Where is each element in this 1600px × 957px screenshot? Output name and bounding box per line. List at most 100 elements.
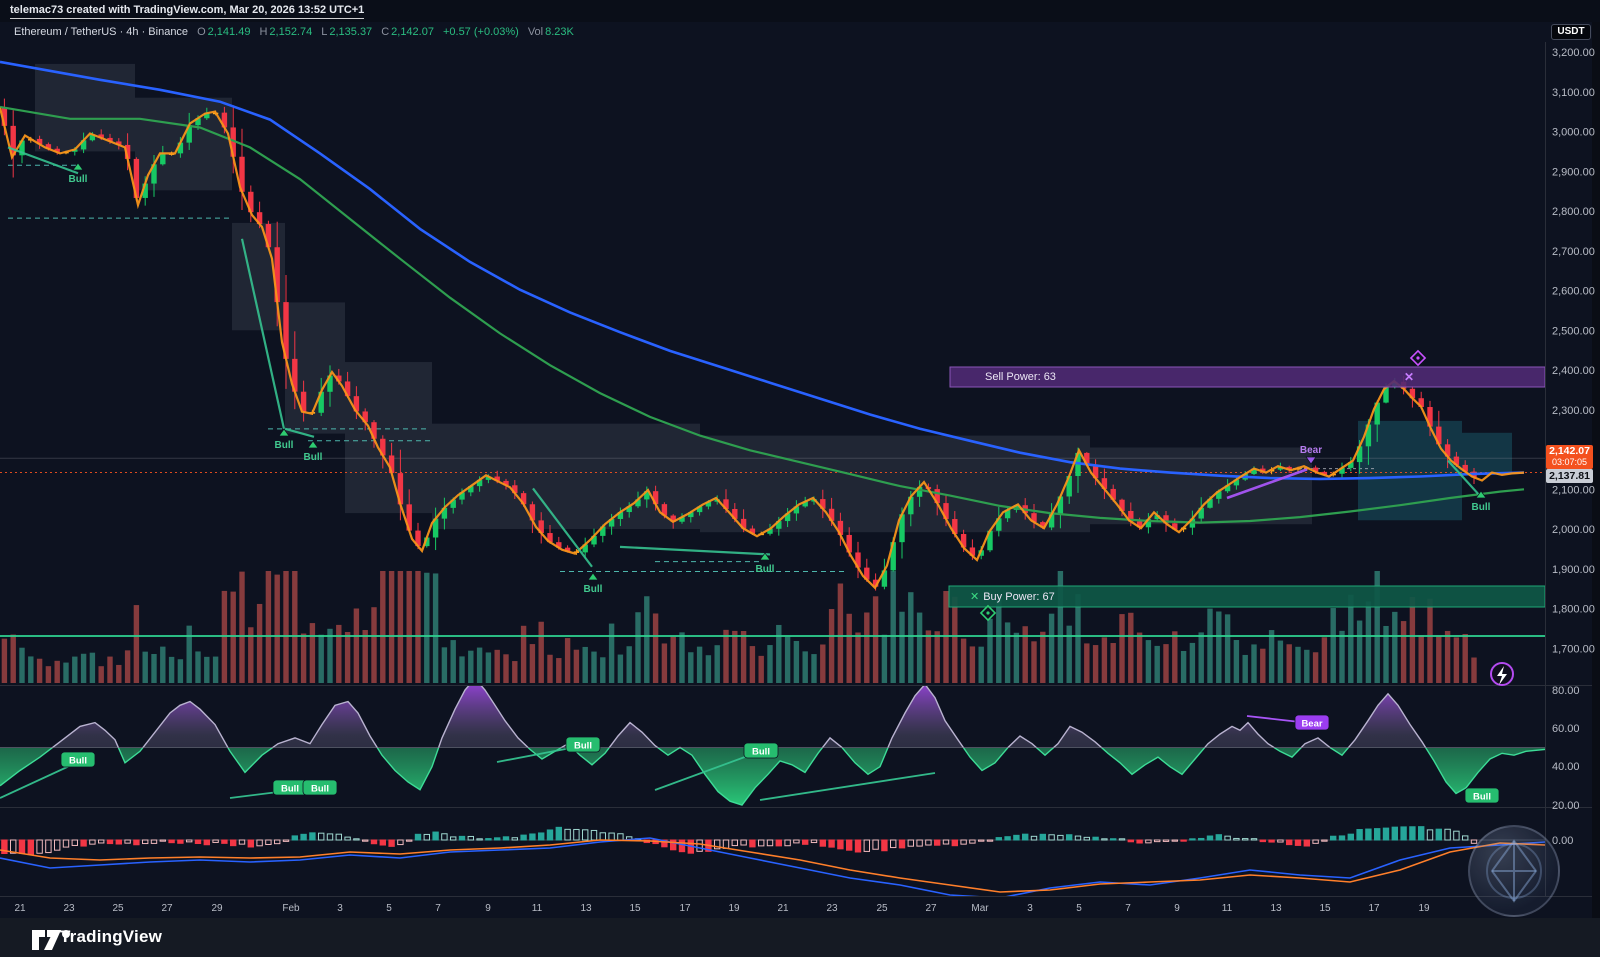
svg-text:7: 7 xyxy=(435,903,441,914)
svg-text:19: 19 xyxy=(1418,903,1430,914)
symbol-bar-part: 2,141.49 xyxy=(207,26,251,38)
svg-text:Bear: Bear xyxy=(1301,719,1322,730)
svg-text:27: 27 xyxy=(925,903,937,914)
svg-text:Bull: Bull xyxy=(752,747,770,758)
bear-badge: Bear xyxy=(1294,714,1330,731)
buy-signal-diamond-icon xyxy=(979,604,997,622)
svg-text:80.00: 80.00 xyxy=(1552,685,1580,697)
bull-badge: Bull xyxy=(60,751,96,768)
svg-text:3,100.00: 3,100.00 xyxy=(1552,87,1595,99)
svg-text:Feb: Feb xyxy=(282,903,300,914)
bull-triangle-icon xyxy=(1475,490,1487,499)
svg-text:2,900.00: 2,900.00 xyxy=(1552,166,1595,178)
svg-text:2,100.00: 2,100.00 xyxy=(1552,484,1595,496)
tradingview-logo-icon[interactable] xyxy=(30,926,80,956)
symbol-bar-part: +0.57 (+0.03%) xyxy=(442,26,519,38)
svg-text:0.00: 0.00 xyxy=(1552,835,1573,847)
svg-text:1,700.00: 1,700.00 xyxy=(1552,643,1595,655)
svg-text:2,500.00: 2,500.00 xyxy=(1552,325,1595,337)
oscillator-pane: Bull Bull Bull Bull Bull Bull Bear xyxy=(0,686,1545,806)
bull-triangle-icon xyxy=(587,572,599,581)
bull-triangle-icon xyxy=(759,552,771,561)
watermark-logo xyxy=(1468,825,1560,917)
svg-text:25: 25 xyxy=(876,903,888,914)
svg-text:Bull: Bull xyxy=(756,564,775,575)
dashed-support-levels xyxy=(0,164,1545,573)
svg-text:7: 7 xyxy=(1125,903,1131,914)
buy-power-x-icon: ✕ xyxy=(970,591,980,603)
boost-lightning-icon[interactable] xyxy=(1490,662,1514,686)
svg-text:Bear: Bear xyxy=(1300,445,1322,456)
last-price-value: 2,142.07 xyxy=(1549,445,1590,457)
moving-averages xyxy=(0,60,1525,590)
svg-text:17: 17 xyxy=(679,903,691,914)
svg-text:13: 13 xyxy=(580,903,592,914)
attribution-bar: telemac73 created with TradingView.com, … xyxy=(0,0,1600,22)
pane-separators[interactable] xyxy=(0,42,1592,897)
svg-text:Bull: Bull xyxy=(281,784,299,795)
svg-text:20.00: 20.00 xyxy=(1552,800,1580,812)
svg-text:2,800.00: 2,800.00 xyxy=(1552,206,1595,218)
svg-text:19: 19 xyxy=(728,903,740,914)
symbol-bar-part: 2,135.37 xyxy=(329,26,373,38)
svg-text:17: 17 xyxy=(1368,903,1380,914)
footer-bar: TradingView xyxy=(0,918,1600,957)
svg-text:Bull: Bull xyxy=(1473,792,1491,803)
svg-text:40.00: 40.00 xyxy=(1552,761,1580,773)
symbol-bar-part: H xyxy=(259,26,268,38)
svg-text:25: 25 xyxy=(112,903,124,914)
svg-text:5: 5 xyxy=(386,903,392,914)
svg-text:23: 23 xyxy=(826,903,838,914)
svg-text:3,000.00: 3,000.00 xyxy=(1552,127,1595,139)
currency-toggle-button[interactable]: USDT xyxy=(1551,24,1591,40)
symbol-bar-part: O xyxy=(197,26,206,38)
symbol-bar-part: L xyxy=(321,26,328,38)
price-pane-signal-markers: Bull Bull Bull Bull Bull Bull Bear xyxy=(69,162,1491,595)
symbol-bar-part: 2,152.74 xyxy=(269,26,313,38)
trend-connector-lines xyxy=(7,146,1480,568)
bull-badge: Bull xyxy=(272,779,308,796)
bar-countdown: 03:07:05 xyxy=(1551,457,1588,467)
svg-text:Bull: Bull xyxy=(584,584,603,595)
buy-power-banner xyxy=(948,585,1546,622)
svg-text:21: 21 xyxy=(777,903,789,914)
svg-text:Bull: Bull xyxy=(69,756,87,767)
svg-text:13: 13 xyxy=(1270,903,1282,914)
svg-text:Bull: Bull xyxy=(1472,502,1491,513)
svg-text:3: 3 xyxy=(1027,903,1033,914)
svg-text:23: 23 xyxy=(63,903,75,914)
svg-text:Mar: Mar xyxy=(971,903,989,914)
svg-text:60.00: 60.00 xyxy=(1552,723,1580,735)
symbol-bar-part: Ethereum / TetherUS · 4h · Binance xyxy=(14,26,189,38)
symbol-bar-part: Vol xyxy=(527,26,544,38)
sell-power-banner-label: Sell Power: 63 xyxy=(985,371,1056,383)
svg-text:9: 9 xyxy=(485,903,491,914)
svg-text:1,800.00: 1,800.00 xyxy=(1552,604,1595,616)
svg-text:11: 11 xyxy=(532,903,543,914)
svg-text:Bull: Bull xyxy=(574,741,592,752)
svg-text:Bull: Bull xyxy=(304,452,323,463)
bull-badge: Bull xyxy=(565,736,601,753)
svg-text:2,600.00: 2,600.00 xyxy=(1552,286,1595,298)
prev-price-tag: 2,137.81 xyxy=(1546,469,1593,483)
svg-text:15: 15 xyxy=(629,903,641,914)
symbol-info-bar[interactable]: Ethereum / TetherUS · 4h · Binance O 2,141… xyxy=(14,26,576,40)
svg-text:Bull: Bull xyxy=(275,440,294,451)
bear-triangle-icon xyxy=(1305,456,1317,465)
svg-text:3: 3 xyxy=(337,903,343,914)
svg-text:3,200.00: 3,200.00 xyxy=(1552,47,1595,59)
time-axis[interactable]: 21 23 25 27 29 Feb 3 5 7 9 11 13 15 17 19 21 23 25 27 Mar 3 5… xyxy=(14,903,1430,914)
svg-text:27: 27 xyxy=(161,903,173,914)
symbol-bar-part: 8.23K xyxy=(545,26,574,38)
macd-pane xyxy=(0,826,1545,896)
price-axis[interactable]: 3,200.00 3,100.00 3,000.00 2,900.00 2,800.00… xyxy=(1552,47,1595,847)
bull-badge: Bull xyxy=(1464,787,1500,804)
symbol-bar-part: C xyxy=(381,26,390,38)
svg-text:9: 9 xyxy=(1174,903,1180,914)
sell-x-icon: ✕ xyxy=(1404,370,1414,384)
tradingview-brand-text[interactable]: TradingView xyxy=(60,927,163,946)
buy-power-banner-label: ✕ Buy Power: 67 xyxy=(970,591,1055,603)
svg-text:2,700.00: 2,700.00 xyxy=(1552,246,1595,258)
